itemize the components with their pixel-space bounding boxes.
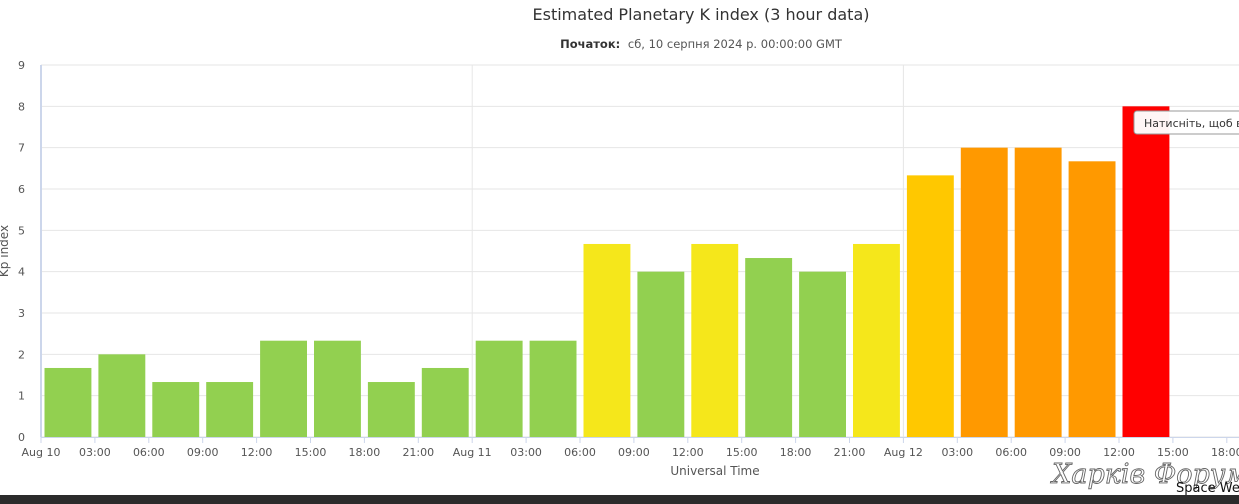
kp-bar[interactable] [583, 243, 631, 437]
y-tick-label: 9 [18, 59, 25, 72]
kp-bar[interactable] [206, 382, 254, 437]
watermark-logo: Харків Форум [1050, 459, 1239, 490]
x-tick-label: 09:00 [187, 446, 219, 459]
kp-bar[interactable] [529, 340, 577, 437]
tooltip-box [1133, 110, 1239, 135]
kp-bar[interactable] [44, 367, 92, 437]
x-tick-label: 21:00 [834, 446, 866, 459]
kp-bar[interactable] [960, 147, 1008, 437]
subtitle-value: сб, 10 серпня 2024 р. 00:00:00 GMT [628, 37, 843, 51]
x-tick-label: 03:00 [79, 446, 111, 459]
kp-bar[interactable] [1014, 147, 1062, 437]
y-tick-label: 3 [18, 307, 25, 320]
kp-bar[interactable] [367, 382, 415, 437]
kp-bar[interactable] [745, 258, 793, 437]
tooltip: Натисніть, щоб ви [1133, 110, 1239, 135]
kp-bar[interactable] [906, 175, 954, 438]
bottom-strip [0, 495, 1239, 504]
y-tick-label: 8 [18, 100, 25, 113]
x-tick-label: 03:00 [941, 446, 973, 459]
y-tick-label: 2 [18, 348, 25, 361]
kp-bar[interactable] [799, 271, 846, 437]
kp-bar[interactable] [853, 243, 900, 437]
x-tick-label: 15:00 [295, 446, 327, 459]
y-tick-label: 0 [18, 431, 25, 444]
kp-bar[interactable] [260, 340, 307, 437]
kp-bar[interactable] [691, 243, 739, 437]
x-tick-label: 15:00 [1157, 446, 1189, 459]
x-axis-ticks: Aug 10 03:00 06:00 09:00 12:00 15:00 18:00 21:0… [22, 437, 1239, 459]
tooltip-text: Натисніть, щоб ви [1144, 117, 1239, 130]
y-tick-label: 6 [18, 183, 25, 196]
kp-bar[interactable] [314, 340, 361, 437]
kp-bar[interactable] [1068, 161, 1116, 437]
x-tick-label: 15:00 [726, 446, 758, 459]
x-tick-label: 06:00 [564, 446, 596, 459]
kp-bar[interactable] [1122, 106, 1170, 437]
y-tick-label: 7 [18, 142, 25, 155]
x-tick-label: Aug 12 [884, 446, 923, 459]
kp-bar[interactable] [421, 367, 469, 437]
x-tick-label: 03:00 [510, 446, 542, 459]
x-tick-label: Aug 11 [453, 446, 492, 459]
y-axis-title: Kp index [0, 225, 11, 277]
y-tick-label: 4 [18, 266, 25, 279]
x-tick-label: 18:00 [349, 446, 381, 459]
kp-bar[interactable] [475, 340, 523, 437]
x-tick-label: 18:00 [780, 446, 812, 459]
x-tick-label: 06:00 [133, 446, 165, 459]
chart-title: Estimated Planetary K index (3 hour data… [533, 5, 870, 24]
subtitle-label: Початок: [560, 37, 620, 51]
x-tick-label: 21:00 [402, 446, 434, 459]
y-tick-label: 1 [18, 390, 25, 403]
x-axis-title: Universal Time [670, 464, 759, 478]
y-axis-ticks: 0 1 2 3 4 5 6 7 8 9 [18, 59, 25, 444]
chart-subtitle: Початок: сб, 10 серпня 2024 р. 00:00:00 … [560, 37, 843, 51]
x-tick-label: 09:00 [618, 446, 650, 459]
corner-label: Space We [1176, 481, 1239, 496]
x-tick-label: 12:00 [1103, 446, 1135, 459]
bar-series[interactable] [44, 106, 1170, 438]
kp-bar[interactable] [98, 354, 146, 437]
y-tick-label: 5 [18, 224, 25, 237]
x-tick-label: 06:00 [995, 446, 1027, 459]
kp-bar[interactable] [152, 382, 200, 437]
x-tick-label: Aug 10 [22, 446, 61, 459]
x-tick-label: 18:00 [1211, 446, 1239, 459]
x-tick-label: 09:00 [1049, 446, 1081, 459]
x-tick-label: 12:00 [241, 446, 273, 459]
kp-bar[interactable] [637, 271, 685, 437]
x-tick-label: 12:00 [672, 446, 704, 459]
